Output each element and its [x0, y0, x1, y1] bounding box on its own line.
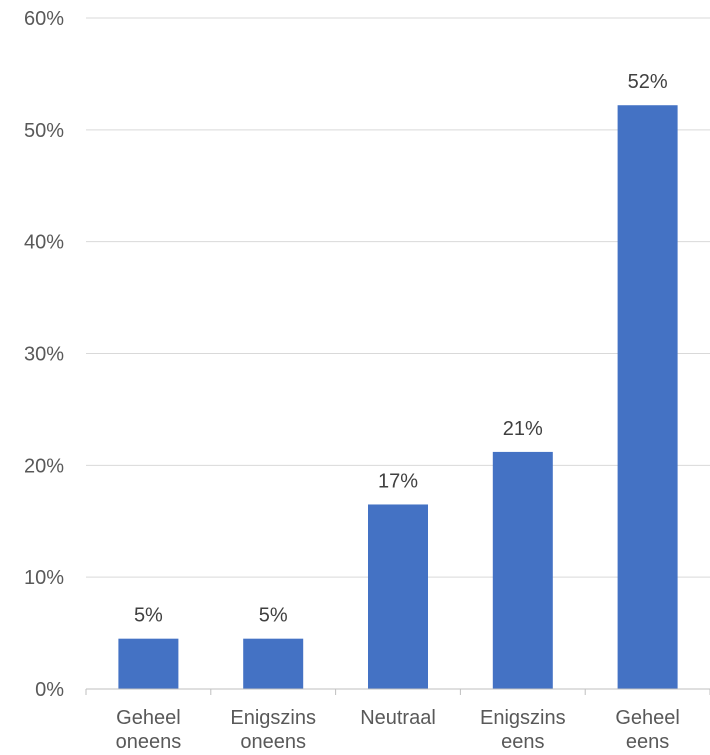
- category-label: Geheel: [116, 707, 181, 729]
- y-axis-tick-labels: 0% 10% 20% 30% 40% 50% 60%: [24, 8, 64, 701]
- y-tick-label: 20%: [24, 455, 64, 477]
- data-label: 21%: [503, 418, 543, 440]
- bar: [368, 504, 428, 689]
- bar: [243, 638, 304, 689]
- data-label: 5%: [134, 605, 163, 627]
- bar: [118, 638, 179, 689]
- y-tick-label: 0%: [35, 679, 64, 701]
- category-label: Enigszins: [480, 707, 566, 729]
- data-label: 52%: [628, 71, 668, 93]
- bars: [118, 105, 678, 690]
- data-label: 17%: [378, 470, 418, 492]
- gridlines: [86, 17, 710, 578]
- y-tick-label: 40%: [24, 232, 64, 254]
- category-label: Geheel: [615, 707, 680, 729]
- category-label: oneens: [116, 731, 182, 753]
- y-tick-label: 30%: [24, 344, 64, 366]
- y-tick-label: 60%: [24, 8, 64, 30]
- category-label: Enigszins: [230, 707, 316, 729]
- y-tick-label: 10%: [24, 567, 64, 589]
- bar: [492, 451, 553, 689]
- y-tick-label: 50%: [24, 120, 64, 142]
- category-label: eens: [626, 731, 669, 753]
- category-label: eens: [501, 731, 544, 753]
- data-labels: 5% 5% 17% 21% 52%: [134, 71, 668, 626]
- category-label: oneens: [240, 731, 306, 753]
- bar: [617, 105, 678, 690]
- data-label: 5%: [259, 605, 288, 627]
- category-label: Neutraal: [360, 707, 436, 729]
